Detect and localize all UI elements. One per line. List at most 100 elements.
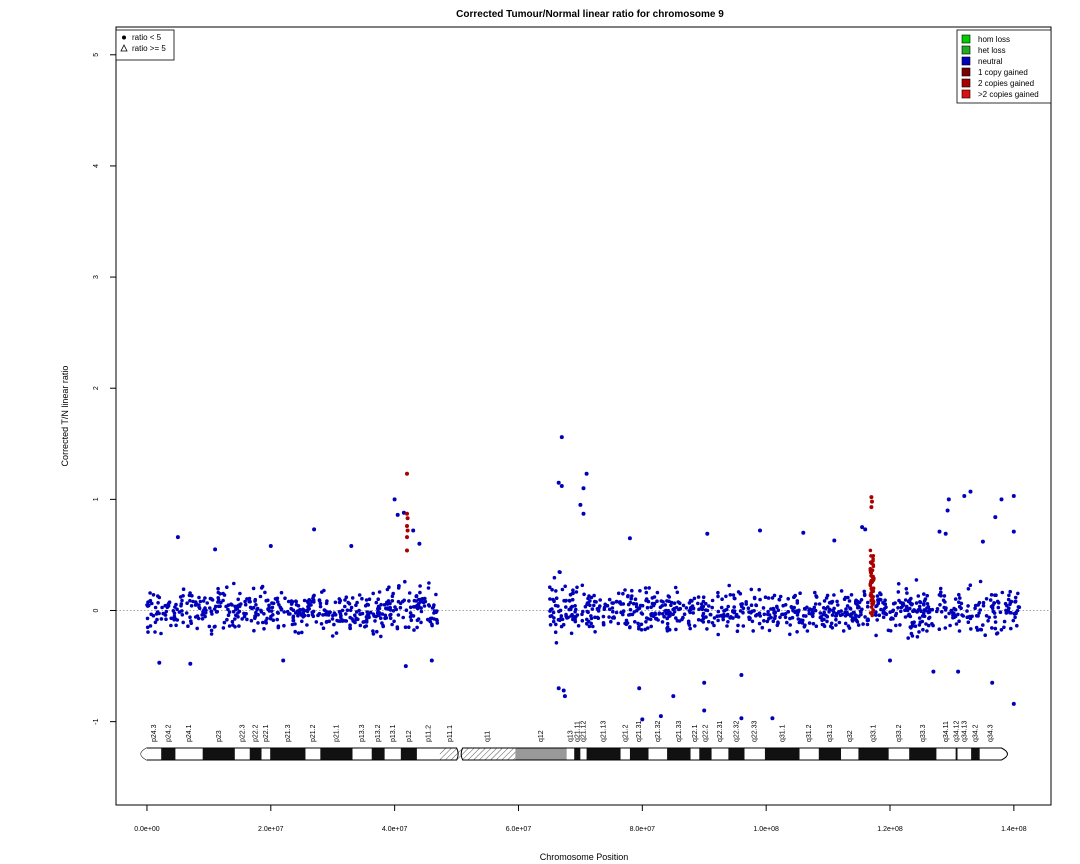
data-point xyxy=(917,623,922,627)
data-point xyxy=(169,623,173,628)
data-point xyxy=(869,605,874,609)
data-point xyxy=(808,607,812,611)
data-point xyxy=(232,581,236,586)
data-point xyxy=(917,616,922,620)
data-point xyxy=(415,625,419,630)
data-point xyxy=(688,626,692,631)
data-point xyxy=(319,622,324,626)
data-point xyxy=(681,603,686,608)
triangle-symbol-icon xyxy=(120,44,128,52)
data-point xyxy=(1007,593,1011,598)
data-point xyxy=(886,628,891,633)
data-point xyxy=(557,570,562,574)
series-gained xyxy=(405,471,876,618)
data-point xyxy=(927,616,931,621)
data-point xyxy=(798,618,803,622)
data-point xyxy=(986,619,990,623)
data-point xyxy=(242,614,247,619)
x-tick-label: 1.2e+08 xyxy=(877,826,903,833)
band-label: q34.13 xyxy=(961,720,968,742)
data-point xyxy=(700,607,705,612)
data-point xyxy=(237,624,241,628)
data-point xyxy=(627,536,632,541)
data-point xyxy=(411,605,416,609)
data-point xyxy=(923,597,928,601)
data-point xyxy=(775,604,779,609)
data-point xyxy=(663,603,668,607)
data-point xyxy=(870,580,874,584)
data-point xyxy=(580,618,585,623)
data-point xyxy=(251,586,256,591)
data-point xyxy=(725,614,730,618)
data-point xyxy=(364,598,369,602)
data-point xyxy=(621,612,625,617)
data-point xyxy=(356,617,360,622)
data-point xyxy=(209,632,214,636)
data-point xyxy=(432,603,436,607)
data-point xyxy=(631,601,636,606)
data-point xyxy=(765,619,770,624)
data-point xyxy=(372,614,377,618)
data-point xyxy=(738,591,743,596)
data-point xyxy=(314,620,319,624)
x-tick-label: 1.4e+08 xyxy=(1001,826,1027,833)
data-point xyxy=(610,606,615,610)
data-point xyxy=(189,604,194,608)
data-point xyxy=(580,583,585,588)
ideogram-band xyxy=(202,748,235,760)
ideogram-band xyxy=(699,748,712,760)
data-point xyxy=(930,607,935,612)
data-point xyxy=(989,604,994,609)
data-point xyxy=(792,595,796,600)
data-point xyxy=(704,601,708,606)
data-point xyxy=(928,607,932,612)
data-point xyxy=(769,615,773,620)
data-point xyxy=(660,612,665,616)
ideogram-band xyxy=(728,748,745,760)
data-point xyxy=(348,626,353,631)
data-point xyxy=(213,624,217,629)
ideogram-band xyxy=(515,748,567,760)
data-point xyxy=(807,621,812,625)
data-point xyxy=(939,593,943,598)
data-point xyxy=(734,612,739,617)
data-point xyxy=(798,591,802,595)
data-point xyxy=(327,610,331,614)
data-point xyxy=(350,596,355,600)
data-point xyxy=(728,593,733,597)
data-point xyxy=(331,613,335,618)
data-point xyxy=(404,608,409,612)
data-point xyxy=(708,612,713,617)
data-point xyxy=(293,622,297,626)
data-point xyxy=(907,599,912,603)
data-point xyxy=(644,620,648,624)
data-point xyxy=(575,613,580,617)
data-point xyxy=(365,613,370,618)
state-swatch xyxy=(961,78,971,88)
y-tick-label: 5 xyxy=(93,53,100,57)
data-point xyxy=(586,619,591,624)
data-point xyxy=(589,621,593,626)
band-label: q22.2 xyxy=(702,724,709,742)
data-point xyxy=(563,599,568,603)
data-point xyxy=(407,625,411,629)
data-point xyxy=(346,600,351,605)
data-point xyxy=(568,607,573,612)
data-point xyxy=(578,502,583,507)
data-point xyxy=(834,617,838,622)
data-point xyxy=(979,627,984,632)
data-point xyxy=(1016,591,1020,596)
data-point xyxy=(549,614,554,618)
data-point xyxy=(915,609,919,614)
data-point xyxy=(256,612,260,617)
data-point xyxy=(380,612,385,616)
data-point xyxy=(640,612,645,616)
data-point xyxy=(621,591,625,596)
data-point xyxy=(999,497,1004,502)
data-point xyxy=(322,588,326,593)
data-point xyxy=(650,596,655,600)
data-point xyxy=(360,611,365,616)
data-point xyxy=(881,601,885,605)
data-point xyxy=(426,586,431,590)
data-point xyxy=(634,602,639,606)
